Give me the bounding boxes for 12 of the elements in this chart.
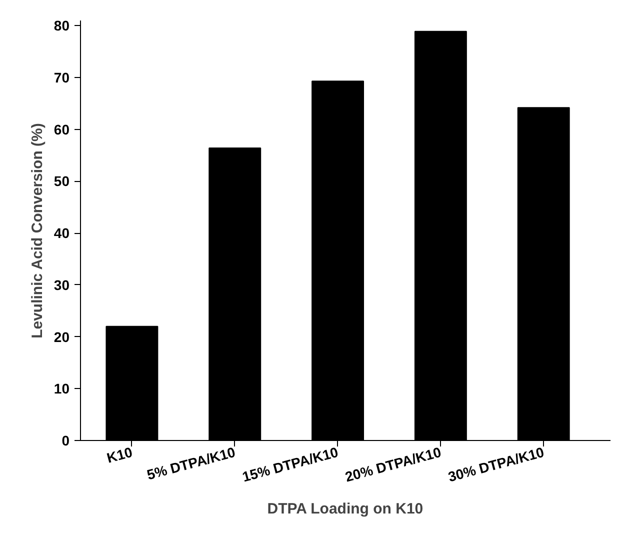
y-axis-title: Levulinic Acid Conversion (%): [28, 123, 46, 338]
x-axis-title: DTPA Loading on K10: [267, 500, 424, 518]
y-tick-label: 60: [54, 121, 70, 138]
y-tick-label: 50: [54, 173, 70, 190]
y-tick-label: 10: [54, 380, 70, 397]
y-tick-label: 20: [54, 328, 70, 345]
y-tick-label: 40: [54, 225, 70, 242]
x-tick-label: K10: [105, 444, 134, 466]
y-tick-label: 80: [54, 18, 70, 34]
y-tick-label: 70: [54, 70, 70, 86]
y-tick-label: 0: [62, 432, 70, 448]
y-tick-label: 30: [54, 276, 70, 293]
